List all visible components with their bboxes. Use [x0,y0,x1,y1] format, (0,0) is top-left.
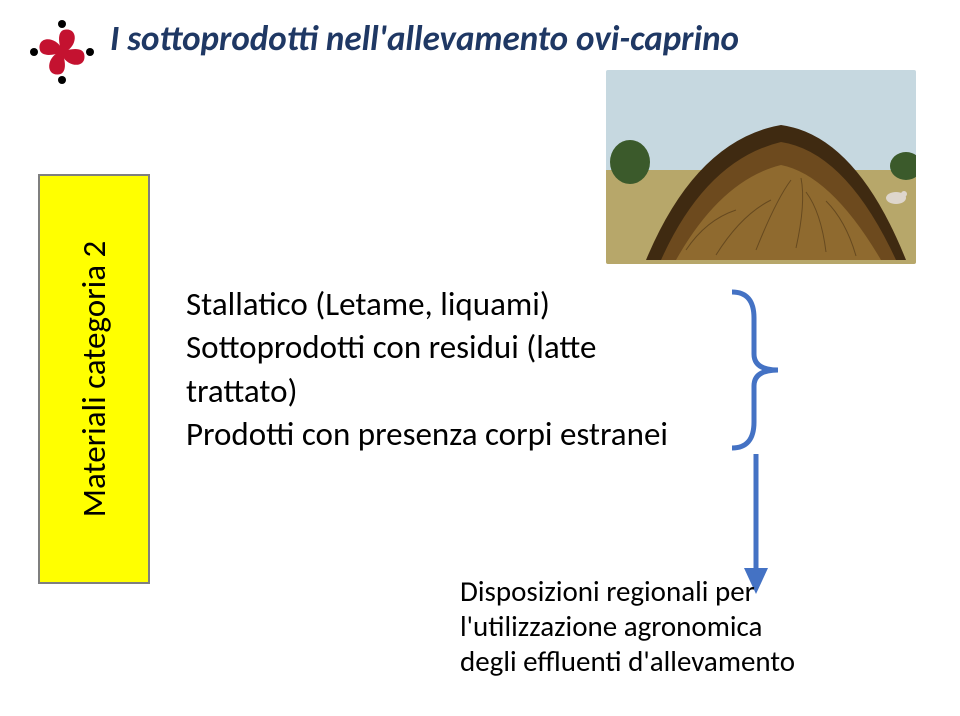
bullet-line: trattato) [186,371,726,412]
slide-title: I sottoprodotti nell'allevamento ovi-cap… [110,18,739,60]
bullet-line: Sottoprodotti con residui (latte [186,327,726,368]
brace-icon [728,288,782,452]
bullet-block: Stallatico (Letame, liquami) Sottoprodot… [186,284,726,457]
footnote-line: Disposizioni regionali per [460,574,880,609]
logo-svg [22,12,102,92]
logo [22,12,102,92]
footnote-line: degli effluenti d'allevamento [460,644,880,679]
brace-svg [728,288,782,452]
manure-photo [606,70,916,264]
category-box: Materiali categoria 2 [38,174,150,584]
footnote-line: l'utilizzazione agronomica [460,609,880,644]
footnote-block: Disposizioni regionali per l'utilizzazio… [460,574,880,678]
bullet-line: Prodotti con presenza corpi estranei [186,414,726,455]
category-label: Materiali categoria 2 [74,241,114,517]
bullet-line: Stallatico (Letame, liquami) [186,284,726,325]
manure-photo-svg [606,70,916,264]
